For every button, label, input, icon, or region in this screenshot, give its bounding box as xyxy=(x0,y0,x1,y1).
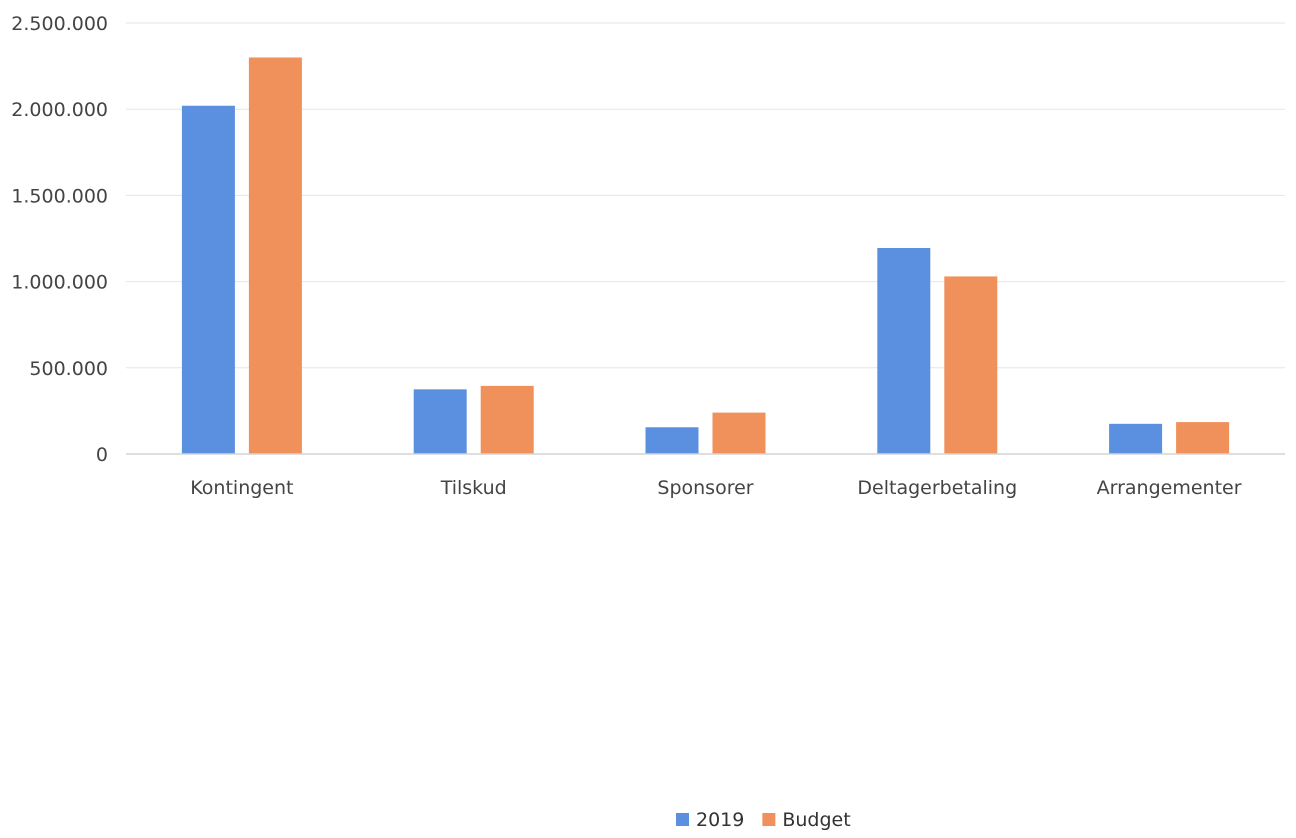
bars xyxy=(181,57,1230,454)
y-axis-tick-labels: 0 500.000 1.000.000 1.500.000 2.000.000 2.500… xyxy=(11,13,108,466)
bar-2019-sponsorer xyxy=(645,427,699,454)
bar-2019-tilskud xyxy=(413,389,467,454)
y-tick-label: 500.000 xyxy=(29,358,108,380)
y-tick-label: 2.500.000 xyxy=(11,13,108,35)
bar-budget-sponsorer xyxy=(712,412,766,454)
bar-budget-arrangementer xyxy=(1176,422,1230,454)
y-tick-label: 1.000.000 xyxy=(11,272,108,294)
category-label: Tilskud xyxy=(440,477,507,499)
legend-swatch-2019 xyxy=(676,813,689,826)
category-label: Arrangementer xyxy=(1097,477,1242,499)
category-label: Kontingent xyxy=(190,477,293,499)
legend: 2019 Budget xyxy=(676,809,851,831)
gridlines xyxy=(126,22,1285,369)
bar-budget-tilskud xyxy=(480,385,534,454)
bar-budget-kontingent xyxy=(248,57,302,454)
y-tick-label: 0 xyxy=(96,444,108,466)
category-labels: Kontingent Tilskud Sponsorer Deltagerbetali… xyxy=(190,477,1241,499)
y-tick-label: 1.500.000 xyxy=(11,185,108,207)
category-label: Sponsorer xyxy=(657,477,753,499)
legend-label-2019: 2019 xyxy=(696,809,744,831)
bar-2019-kontingent xyxy=(181,105,235,454)
legend-label-budget: Budget xyxy=(782,809,850,831)
bar-2019-arrangementer xyxy=(1109,423,1163,454)
legend-swatch-budget xyxy=(762,813,776,826)
category-label: Deltagerbetaling xyxy=(857,477,1017,499)
bar-budget-deltagerbetaling xyxy=(944,276,998,454)
bar-2019-deltagerbetaling xyxy=(877,247,931,454)
y-tick-label: 2.000.000 xyxy=(11,99,108,121)
